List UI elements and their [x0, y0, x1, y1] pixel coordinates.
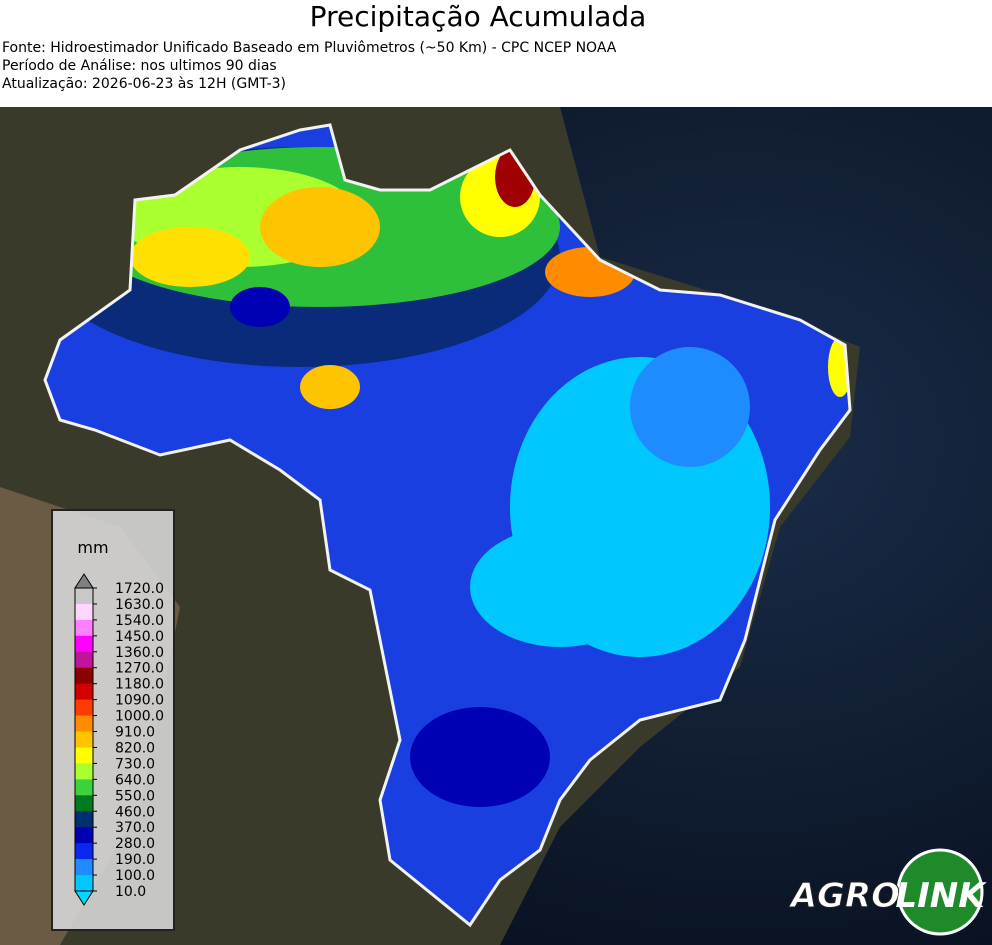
tick-label: 10.0	[115, 884, 146, 900]
tick-label: 370.0	[115, 820, 155, 836]
tick-label: 820.0	[115, 740, 155, 756]
color-step	[75, 715, 93, 733]
color-step	[75, 651, 93, 669]
tick-label: 280.0	[115, 836, 155, 852]
legend-box	[51, 509, 175, 931]
legend-unit: mm	[77, 538, 108, 557]
tick-label: 100.0	[115, 868, 155, 884]
logo: AGRO LINK	[787, 848, 987, 936]
logo-right: LINK	[895, 876, 987, 916]
tick-label: 1000.0	[115, 709, 164, 725]
color-step	[75, 779, 93, 796]
tick-label: 1450.0	[115, 629, 164, 645]
color-step	[75, 763, 93, 780]
color-step	[75, 859, 93, 876]
map: AGRO LINK	[0, 107, 992, 945]
tick-label: 730.0	[115, 756, 155, 772]
color-step	[75, 731, 93, 748]
color-step	[75, 588, 93, 605]
color-step	[75, 795, 93, 812]
source: Fonte: Hidroestimador Unificado Baseado …	[2, 40, 617, 56]
color-step	[75, 747, 93, 764]
title: Precipitação Acumulada	[309, 0, 647, 33]
logo-left: AGRO	[788, 876, 900, 916]
update: Atualização: 2026-06-23 às 12H (GMT-3)	[2, 76, 286, 92]
tick-label: 1270.0	[115, 661, 164, 677]
color-step	[75, 875, 93, 892]
tick-label: 1540.0	[115, 613, 164, 629]
tick-label: 1090.0	[115, 693, 164, 709]
border	[43, 123, 852, 928]
color-step	[75, 635, 93, 653]
legend: mm 1720.01630.01540.01450.01360.01270.01…	[51, 509, 175, 931]
tick-label: 460.0	[115, 804, 155, 820]
colorbar-frame	[74, 587, 94, 892]
tick-label: 1630.0	[115, 597, 164, 613]
color-step	[75, 699, 93, 717]
tick-label: 1360.0	[115, 645, 164, 661]
color-step	[75, 843, 93, 860]
tick-label: 550.0	[115, 788, 155, 804]
tick-label: 640.0	[115, 772, 155, 788]
tick-label: 1180.0	[115, 677, 164, 693]
color-step	[75, 603, 93, 621]
tick-label: 190.0	[115, 852, 155, 868]
period: Período de Análise: nos ultimos 90 dias	[2, 58, 277, 74]
color-step	[75, 619, 93, 637]
tick-label: 1720.0	[115, 581, 164, 597]
color-step	[75, 811, 93, 828]
tick-label: 910.0	[115, 725, 155, 741]
color-step	[75, 827, 93, 844]
color-step	[75, 683, 93, 701]
color-step	[75, 667, 93, 685]
